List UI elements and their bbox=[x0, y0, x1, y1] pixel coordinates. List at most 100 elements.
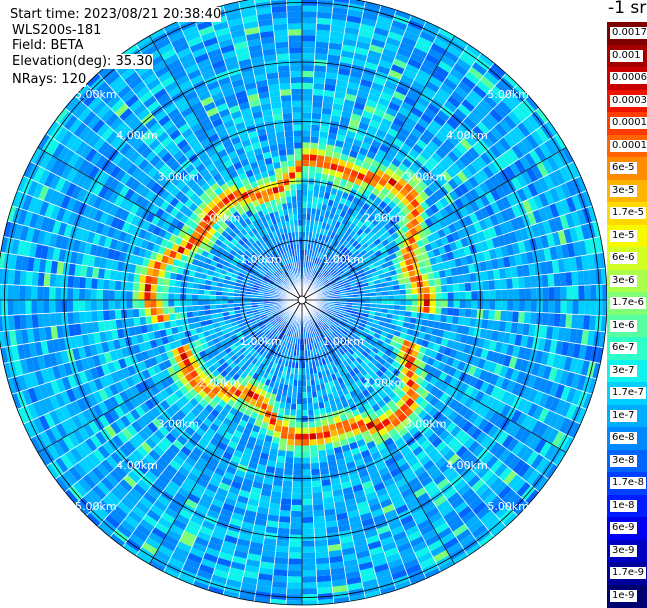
beta-cell bbox=[311, 131, 320, 138]
beta-cell bbox=[115, 310, 122, 320]
beta-cell bbox=[286, 451, 295, 458]
beta-cell bbox=[295, 434, 302, 440]
beta-cell bbox=[290, 517, 302, 523]
beta-cell bbox=[20, 271, 27, 286]
beta-cell bbox=[302, 53, 315, 59]
beta-cell bbox=[302, 463, 311, 469]
beta-cell bbox=[38, 314, 45, 328]
beta-cell bbox=[302, 564, 316, 570]
beta-cell bbox=[67, 300, 73, 312]
beta-cell bbox=[471, 300, 477, 309]
beta-cell bbox=[459, 308, 466, 317]
beta-cell bbox=[489, 290, 495, 300]
beta-cell bbox=[31, 300, 37, 314]
beta-cell bbox=[317, 12, 332, 19]
beta-cell bbox=[192, 289, 198, 295]
beta-cell bbox=[525, 300, 531, 312]
beta-cell bbox=[192, 294, 198, 300]
beta-cell bbox=[423, 287, 429, 294]
beta-cell bbox=[489, 300, 495, 310]
beta-cell bbox=[302, 458, 311, 464]
beta-cell bbox=[317, 155, 325, 162]
beta-cell bbox=[312, 107, 322, 114]
beta-cell bbox=[302, 196, 307, 202]
beta-cell bbox=[460, 300, 466, 309]
beta-cell bbox=[565, 272, 572, 286]
beta-cell bbox=[312, 492, 323, 499]
beta-cell bbox=[55, 274, 62, 287]
beta-cell bbox=[542, 313, 549, 326]
beta-cell bbox=[127, 291, 133, 300]
beta-cell bbox=[133, 309, 140, 318]
beta-cell bbox=[302, 505, 313, 511]
beta-cell bbox=[292, 481, 302, 487]
beta-cell bbox=[297, 386, 302, 392]
beta-cell bbox=[302, 29, 316, 35]
beta-cell bbox=[314, 522, 326, 529]
beta-cell bbox=[55, 313, 62, 326]
beta-cell bbox=[103, 300, 109, 310]
beta-cell bbox=[315, 540, 328, 547]
beta-cell bbox=[292, 493, 302, 499]
beta-cell bbox=[291, 511, 302, 517]
beta-cell bbox=[302, 511, 313, 517]
beta-cell bbox=[55, 300, 61, 313]
beta-cell bbox=[388, 295, 394, 300]
beta-cell bbox=[302, 398, 307, 404]
beta-cell bbox=[501, 300, 507, 311]
beta-cell bbox=[145, 308, 152, 317]
beta-cell bbox=[406, 305, 412, 311]
beta-cell bbox=[43, 300, 49, 314]
beta-cell bbox=[291, 505, 302, 511]
beta-cell bbox=[8, 315, 15, 331]
beta-cell bbox=[394, 295, 400, 300]
beta-cell bbox=[296, 404, 302, 410]
beta-cell bbox=[8, 300, 14, 315]
beta-cell bbox=[302, 446, 310, 452]
beta-cell bbox=[436, 293, 442, 300]
beta-cell bbox=[157, 315, 164, 323]
beta-cell bbox=[448, 292, 454, 300]
beta-cell bbox=[561, 300, 567, 314]
beta-cell bbox=[524, 276, 531, 288]
beta-cell bbox=[302, 452, 310, 458]
beta-cell bbox=[302, 160, 309, 166]
beta-cell bbox=[276, 456, 285, 463]
beta-cell bbox=[302, 570, 317, 576]
beta-cell bbox=[162, 293, 168, 300]
beta-cell bbox=[287, 582, 302, 588]
beta-cell bbox=[316, 569, 331, 576]
beta-cell bbox=[310, 143, 319, 150]
beta-cell bbox=[317, 581, 332, 588]
beta-cell bbox=[79, 300, 85, 312]
beta-cell bbox=[43, 287, 49, 301]
beta-cell bbox=[309, 427, 316, 434]
beta-cell bbox=[577, 271, 584, 286]
beta-cell bbox=[287, 576, 302, 582]
beta-cell bbox=[150, 300, 156, 308]
beta-cell bbox=[127, 309, 134, 318]
beta-cell bbox=[578, 285, 584, 300]
beta-cell bbox=[289, 553, 303, 559]
beta-cell bbox=[132, 291, 138, 300]
beta-cell bbox=[277, 528, 290, 535]
beta-cell bbox=[311, 125, 320, 132]
beta-cell bbox=[288, 559, 302, 565]
beta-cell bbox=[281, 498, 292, 505]
beta-cell bbox=[519, 300, 525, 312]
beta-cell bbox=[572, 300, 578, 315]
beta-cell bbox=[162, 307, 169, 315]
beta-cell bbox=[73, 276, 80, 288]
beta-cell bbox=[518, 277, 525, 289]
beta-cell bbox=[302, 410, 308, 416]
beta-cell bbox=[583, 270, 590, 285]
beta-cell bbox=[127, 282, 134, 291]
beta-cell bbox=[494, 310, 501, 321]
beta-cell bbox=[279, 516, 291, 523]
beta-cell bbox=[290, 410, 296, 416]
beta-cell bbox=[13, 300, 19, 315]
beta-cell bbox=[302, 392, 307, 398]
beta-cell bbox=[287, 433, 295, 440]
beta-cell bbox=[566, 300, 572, 314]
beta-cell bbox=[295, 428, 302, 434]
